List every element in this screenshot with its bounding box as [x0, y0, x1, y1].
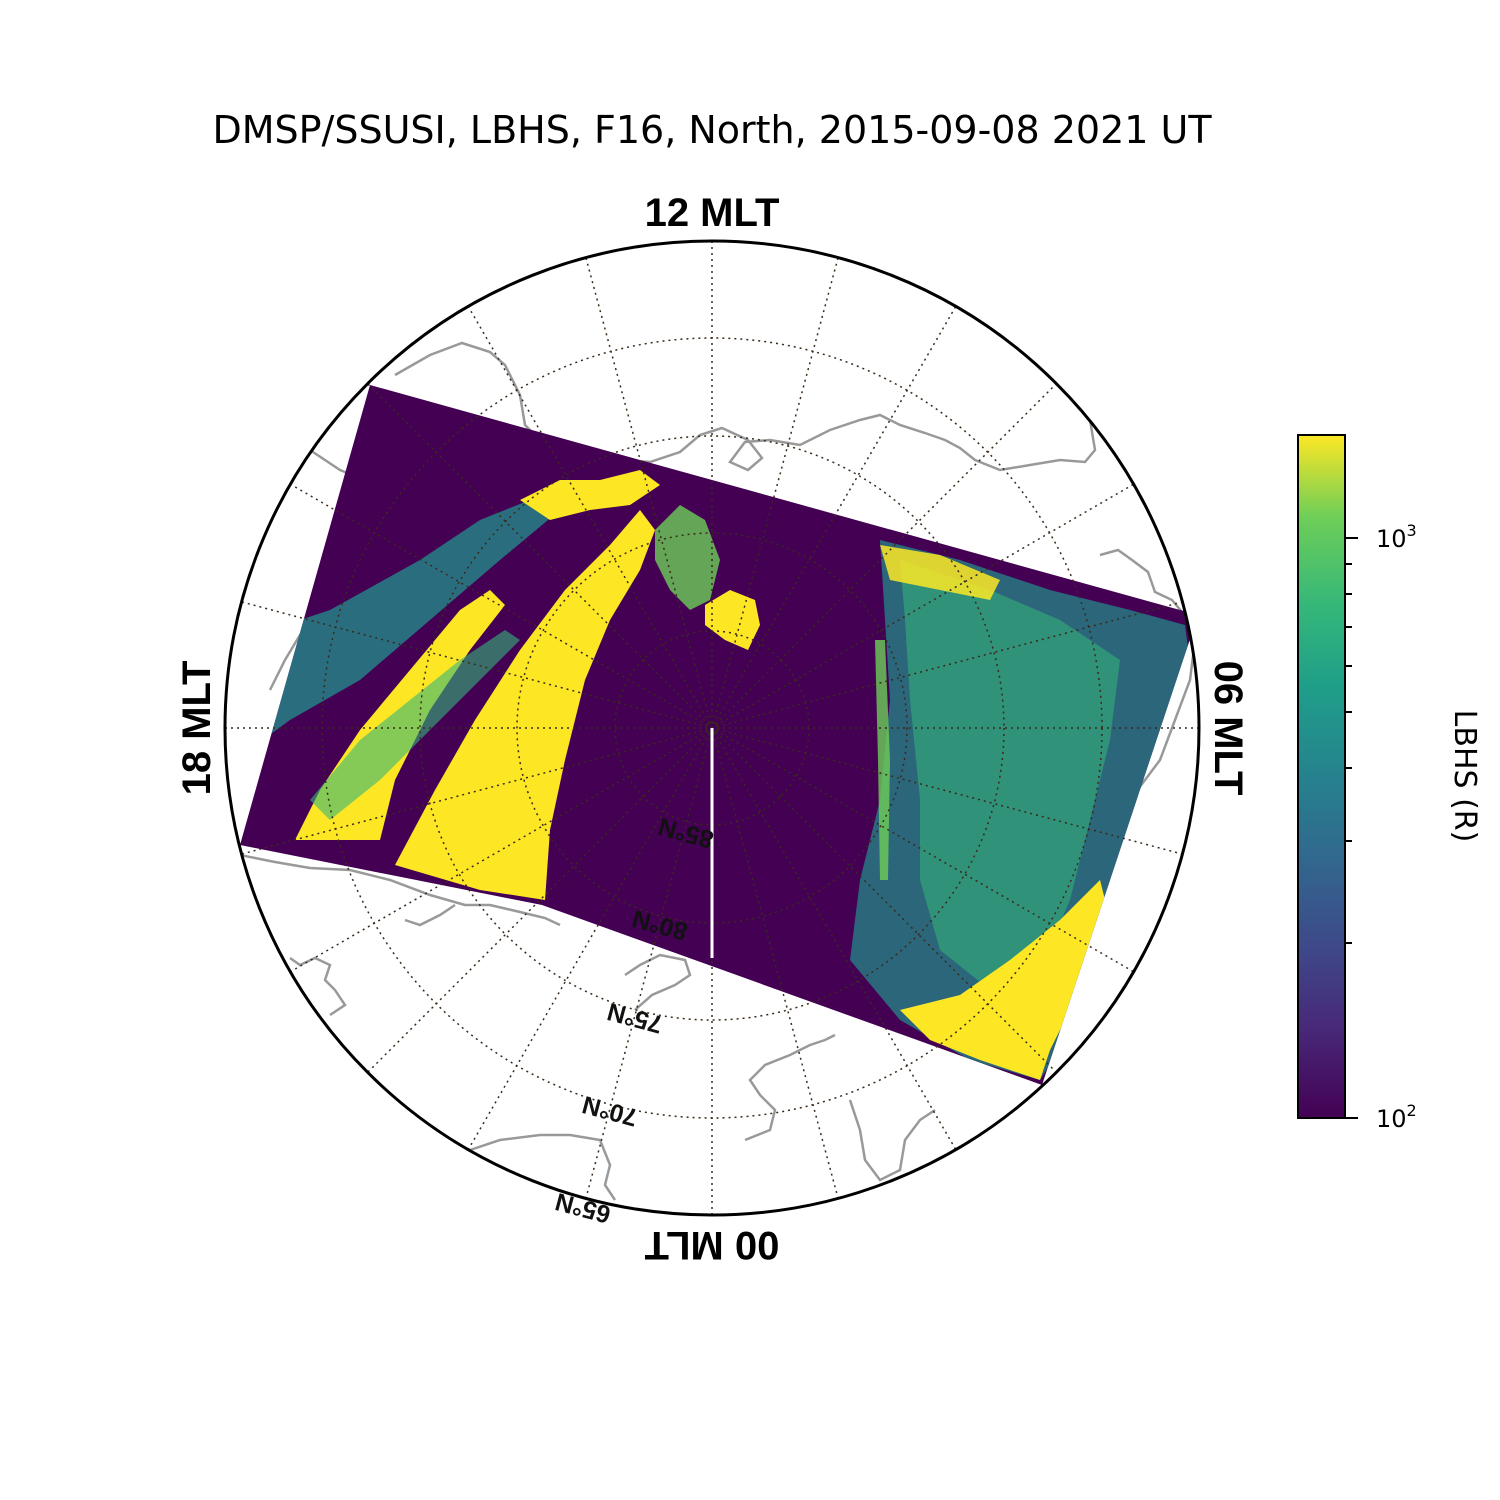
mlt-label-18: 18 MLT [175, 661, 219, 796]
coastline-lower-left-3 [404, 903, 456, 927]
colorbar-label: LBHS (R) [1447, 710, 1482, 843]
mlt-label-00: 00 MLT [645, 1223, 780, 1267]
colorbar-gradient [1297, 434, 1346, 1119]
lat-circle-75 [419, 435, 1005, 1021]
tick-100-base: 10 [1376, 1105, 1407, 1133]
aurora-right-band-streak [875, 640, 890, 880]
tick-1000-exp: 3 [1407, 521, 1417, 540]
swath [240, 385, 1198, 1085]
colorbar: 103 102 LBHS (R) [1297, 434, 1482, 1133]
coastline-top [394, 341, 1097, 472]
coastline-bottom-right [744, 1033, 836, 1142]
colorbar-tick-100: 102 [1376, 1101, 1417, 1133]
coastline-right [1099, 548, 1183, 613]
aurora-left-band-bright-2 [395, 510, 655, 900]
figure-title: DMSP/SSUSI, LBHS, F16, North, 2015-09-08… [212, 108, 1212, 152]
coastline-lower-left [239, 853, 561, 927]
aurora-left-band-bright-4 [655, 505, 720, 610]
aurora-left-band [240, 470, 760, 900]
coastline-bottom-right-2 [848, 1099, 936, 1182]
colorbar-minor-ticks [1345, 563, 1352, 944]
aurora-left-band-bright-3 [520, 470, 660, 520]
aurora-right-band-mid [900, 560, 1120, 990]
tick-1000-base: 10 [1376, 525, 1407, 553]
aurora-right-band-bright-bottom [900, 880, 1110, 1080]
coastline-lower-left-2 [289, 956, 347, 1017]
colorbar-tick-1000: 103 [1376, 521, 1417, 553]
aurora-spot [705, 590, 760, 650]
aurora-right-band-bright-top [880, 545, 1000, 600]
coastline-bottom-center [624, 953, 692, 1011]
aurora-left-band-dim [240, 500, 560, 760]
mlt-label-12: 12 MLT [645, 191, 780, 235]
aurora-left-band-green-streak [310, 630, 520, 820]
plot-boundary-circle [223, 239, 1201, 1217]
coastline-bottom-left [469, 1133, 617, 1201]
mlt-labels: 12 MLT 18 MLT 06 MLT 00 MLT [175, 191, 1250, 1267]
tick-100-exp: 2 [1407, 1101, 1417, 1120]
mlt-label-06: 06 MLT [1206, 661, 1250, 796]
